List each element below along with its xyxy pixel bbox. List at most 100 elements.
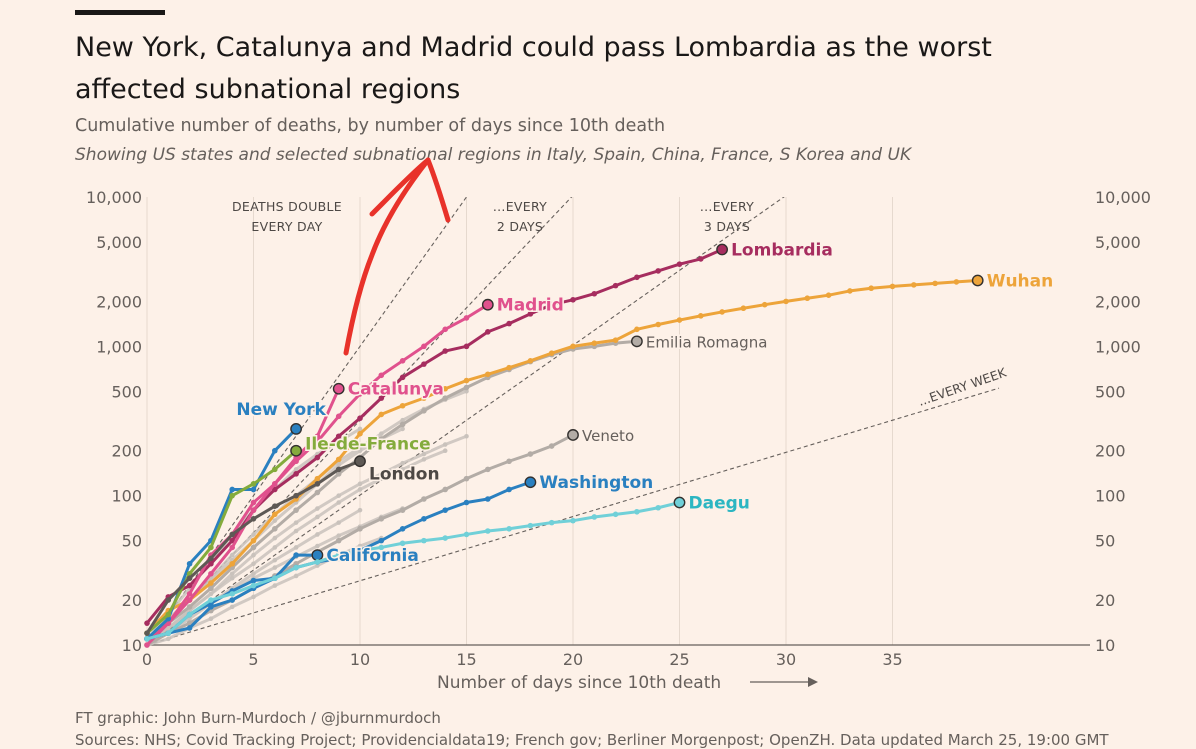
y-tick-label-right: 20 <box>1095 591 1115 610</box>
series-point-daegu <box>165 630 172 636</box>
series-point-catalunya <box>250 507 257 513</box>
series-point-emilia-romagna <box>442 395 449 401</box>
series-point-london <box>272 503 278 510</box>
grey-series-point <box>442 442 448 447</box>
series-point-new-york <box>186 560 193 567</box>
series-point-emilia-romagna <box>399 421 406 428</box>
grey-series-point <box>421 457 427 462</box>
annotation-arrow-shaft <box>343 157 431 356</box>
grey-series-point <box>379 431 384 436</box>
series-end-marker-lombardia <box>716 243 728 256</box>
series-point-catalunya <box>186 597 193 603</box>
y-tick-label-left: 50 <box>122 532 142 551</box>
series-point-london <box>144 630 150 636</box>
series-point-washington <box>485 496 491 502</box>
series-point-madrid <box>378 372 385 379</box>
series-point-emilia-romagna <box>250 544 257 551</box>
series-point-lombardia <box>378 395 385 401</box>
grey-series-point <box>315 506 320 511</box>
series-point-daegu <box>612 511 619 518</box>
reference-label: 2 DAYS <box>497 219 543 234</box>
grey-series-point <box>357 507 363 513</box>
series-point-daegu <box>485 528 491 534</box>
series-label-wuhan: Wuhan <box>987 271 1054 291</box>
series-point-new-york <box>229 486 235 493</box>
series-label-daegu: Daegu <box>689 493 750 513</box>
series-label-catalunya: Catalunya <box>348 380 444 400</box>
series-point-wuhan <box>783 298 789 305</box>
series-point-madrid <box>250 499 257 506</box>
series-point-lombardia <box>144 620 150 626</box>
series-point-lombardia <box>591 290 598 297</box>
grey-series-point <box>421 451 427 457</box>
series-point-new-york <box>272 447 278 454</box>
series-end-marker-catalunya <box>332 382 345 395</box>
series-point-london <box>314 481 321 487</box>
series-point-daegu <box>506 525 512 532</box>
grey-series-point <box>293 467 299 472</box>
grey-series-point <box>315 563 320 568</box>
series-point-catalunya <box>314 433 321 440</box>
series-point-lombardia <box>570 296 576 303</box>
series-point-washington <box>378 537 385 544</box>
series-point-daegu <box>655 504 661 511</box>
y-tick-label-right: 200 <box>1095 442 1126 461</box>
y-tick-label-right: 10,000 <box>1095 188 1151 207</box>
series-point-wuhan <box>889 283 896 290</box>
series-point-madrid <box>186 591 193 597</box>
grey-series-point <box>400 467 405 472</box>
series-point-wuhan <box>357 430 363 437</box>
series-end-marker-ile-de-france <box>290 444 302 457</box>
series-point-emilia-romagna <box>293 507 299 513</box>
x-tick-label: 35 <box>882 650 902 669</box>
reference-line-2d <box>147 197 573 645</box>
grey-series-point <box>315 532 320 537</box>
x-tick-label: 0 <box>142 650 152 669</box>
y-tick-label-left: 1,000 <box>96 337 142 356</box>
reference-label: ...EVERY <box>700 199 754 214</box>
series-point-wuhan <box>399 402 406 409</box>
series-end-marker-wuhan <box>971 274 984 287</box>
series-point-wuhan <box>655 321 661 328</box>
y-tick-label-left: 200 <box>111 442 142 461</box>
series-point-ile-de-france <box>250 481 257 487</box>
series-point-lombardia <box>463 343 470 350</box>
series-point-madrid <box>399 358 406 364</box>
grey-series-point <box>208 616 214 622</box>
series-point-wuhan <box>548 350 555 356</box>
reference-label: 3 DAYS <box>704 219 750 234</box>
series-end-marker-california <box>311 549 324 561</box>
series-point-daegu <box>335 552 342 558</box>
x-tick-label: 10 <box>350 650 370 669</box>
series-point-new-york <box>250 486 257 493</box>
x-tick-label: 30 <box>776 650 796 669</box>
series-line-new-york <box>145 427 298 640</box>
series-point-lombardia <box>527 311 534 317</box>
series-point-wuhan <box>740 305 747 312</box>
series-point-wuhan <box>272 511 278 518</box>
x-tick-label: 5 <box>248 650 258 669</box>
series-point-lombardia <box>186 582 193 589</box>
grey-series-point <box>229 571 235 577</box>
series-point-wuhan <box>250 537 257 544</box>
series-point-madrid <box>314 438 321 445</box>
y-tick-label-right: 10 <box>1095 636 1115 655</box>
series-point-veneto <box>463 475 470 482</box>
series-point-daegu <box>548 519 555 526</box>
grey-series-point <box>379 476 384 481</box>
series-point-wuhan <box>485 371 491 378</box>
grey-series-point <box>208 591 214 597</box>
y-tick-label-left: 10 <box>122 636 142 655</box>
series-point-veneto <box>357 525 363 532</box>
y-tick-label-left: 2,000 <box>96 292 142 311</box>
series-point-wuhan <box>719 309 725 315</box>
grey-series-point <box>293 528 299 534</box>
series-label-california: California <box>326 546 418 566</box>
y-tick-label-left: 20 <box>122 591 142 610</box>
series-point-wuhan <box>335 456 342 463</box>
series-point-madrid <box>357 391 363 397</box>
footer-credit: FT graphic: John Burn-Murdoch / @jburnmu… <box>75 709 441 727</box>
grey-series-point <box>293 573 299 579</box>
grey-series-point <box>251 532 256 537</box>
